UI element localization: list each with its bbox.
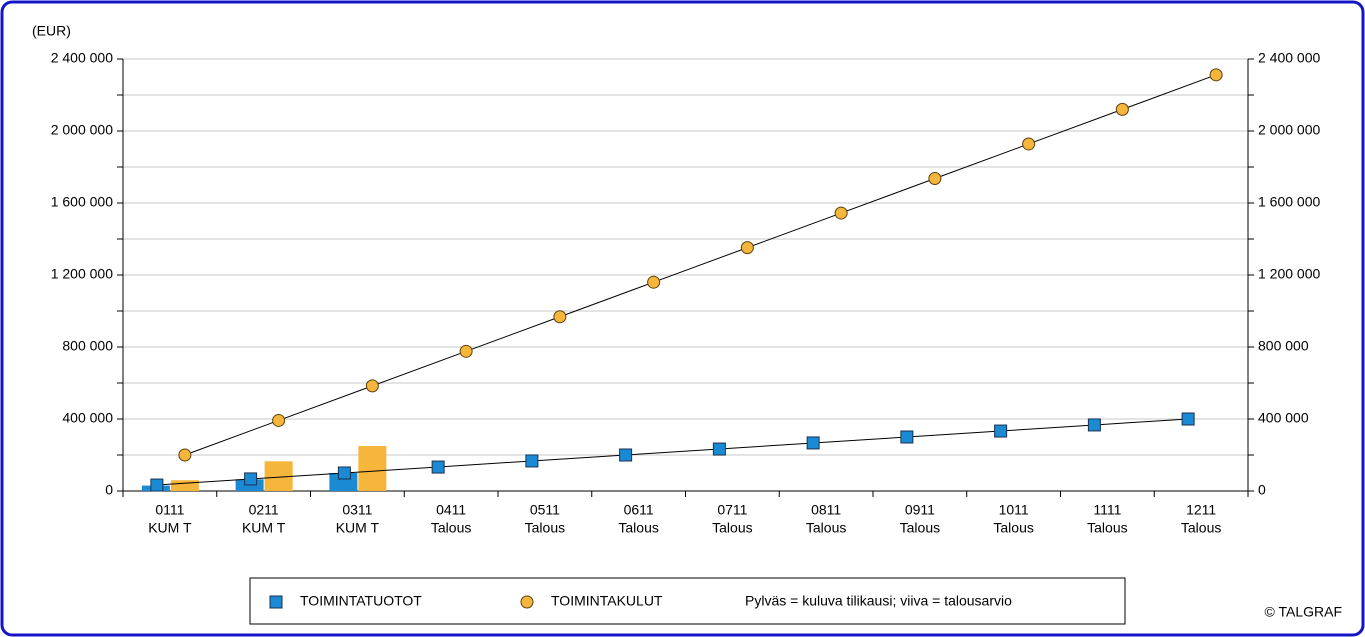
marker [525,454,539,468]
marker [712,442,726,456]
legend-label: TOIMINTATUOTOT [300,593,422,609]
x-tick-label: 0411 [436,502,466,518]
marker [244,472,258,486]
x-tick-label: Talous [1087,520,1127,536]
x-tick-label: 0711 [717,502,747,518]
marker [1115,102,1129,116]
x-tick-label: 0211 [249,502,279,518]
y-tick-label: 1 600 000 [51,194,113,210]
marker [647,275,661,289]
x-tick-label: 0511 [530,502,560,518]
marker [900,430,914,444]
x-tick-label: 0611 [624,502,654,518]
legend-box [249,577,1126,625]
y-tick-label: 1 200 000 [51,266,113,282]
line [156,418,1189,486]
marker [1022,137,1036,151]
x-tick-label: Talous [1181,520,1221,536]
legend-note: Pylväs = kuluva tilikausi; viiva = talou… [745,593,1012,609]
y2-tick-label: 2 400 000 [1258,50,1320,66]
y2-tick-label: 1 200 000 [1258,266,1320,282]
bar [358,446,387,491]
y2-tick-label: 800 000 [1258,338,1309,354]
marker [150,478,164,492]
x-tick-label: Talous [525,520,565,536]
marker [553,310,567,324]
x-tick-label: KUM T [336,520,380,536]
y-tick-label: 800 000 [62,338,113,354]
marker [272,413,286,427]
marker [1181,412,1195,426]
y2-tick-label: 400 000 [1258,410,1309,426]
x-tick-label: 0911 [905,502,935,518]
x-tick-label: KUM T [148,520,192,536]
x-tick-label: Talous [993,520,1033,536]
line [184,74,1217,456]
x-tick-label: Talous [900,520,940,536]
x-tick-label: Talous [618,520,658,536]
legend-label: TOIMINTAKULUT [551,593,663,609]
legend-marker [520,595,534,609]
marker [337,466,351,480]
x-tick-label: 0311 [342,502,372,518]
credit: © TALGRAF [1265,604,1342,620]
x-tick-label: 1111 [1093,502,1121,518]
x-tick-label: 0111 [155,502,184,518]
marker [928,172,942,186]
marker [994,424,1008,438]
marker [178,448,192,462]
marker [431,460,445,474]
marker [459,344,473,358]
marker [1087,418,1101,432]
y-tick-label: 400 000 [62,410,113,426]
legend-marker [269,595,283,609]
marker [740,241,754,255]
marker [806,436,820,450]
x-tick-label: 0811 [811,502,841,518]
marker [1209,68,1223,82]
x-tick-label: KUM T [242,520,286,536]
bar [170,480,199,491]
marker [834,206,848,220]
y-tick-label: 2 400 000 [51,50,113,66]
x-tick-label: Talous [712,520,752,536]
marker [365,379,379,393]
x-tick-label: Talous [806,520,846,536]
unit-label: (EUR) [32,23,71,39]
y2-tick-label: 2 000 000 [1258,122,1320,138]
x-tick-label: 1011 [999,502,1029,518]
y-tick-label: 0 [105,482,113,498]
y2-tick-label: 1 600 000 [1258,194,1320,210]
x-tick-label: 1211 [1186,502,1216,518]
marker [619,448,633,462]
x-tick-label: Talous [431,520,471,536]
y-tick-label: 2 000 000 [51,122,113,138]
y2-tick-label: 0 [1258,482,1266,498]
